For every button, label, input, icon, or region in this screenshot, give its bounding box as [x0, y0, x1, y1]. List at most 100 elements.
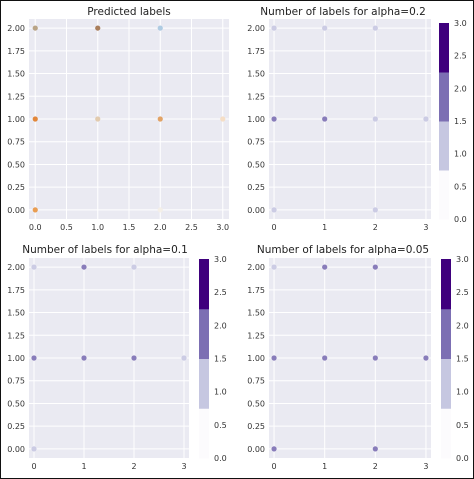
- y-tick-label: 1.00: [7, 115, 25, 124]
- data-point: [81, 264, 87, 270]
- data-point: [95, 25, 101, 31]
- data-point: [372, 207, 378, 213]
- x-tick-label: 0: [31, 462, 36, 471]
- y-tick-label: 1.50: [7, 309, 25, 318]
- data-point: [372, 355, 378, 361]
- x-tick-label: 3: [181, 462, 186, 471]
- colorbar-tick-label: 1.0: [454, 150, 467, 159]
- data-point: [322, 25, 328, 31]
- y-tick-label: 1.75: [7, 47, 25, 56]
- colorbar-segment: [199, 259, 209, 310]
- colorbar-tick-label: 2.0: [456, 321, 469, 330]
- x-tick-label: 1.0: [91, 223, 104, 232]
- y-tick-label: 0.75: [7, 377, 25, 386]
- x-tick-label: 0.0: [29, 223, 42, 232]
- colorbar-tick-label: 1.5: [456, 355, 469, 364]
- data-point: [372, 446, 378, 452]
- y-tick-label: 0.25: [247, 422, 265, 431]
- data-point: [372, 116, 378, 122]
- data-point: [271, 25, 277, 31]
- data-point: [181, 355, 187, 361]
- data-point: [322, 116, 328, 122]
- data-point: [423, 116, 429, 122]
- y-tick-label: 0.00: [7, 206, 25, 215]
- colorbar-segment: [439, 121, 449, 171]
- y-tick-label: 1.25: [7, 92, 25, 101]
- x-tick-label: 2: [373, 462, 378, 471]
- panel-2: Number of labels for alpha=0.2 0 1 2 3 0.00 0.…: [247, 6, 467, 232]
- y-tick-label: 0.75: [247, 138, 265, 147]
- data-point: [423, 355, 429, 361]
- y-tick-label: 2.00: [7, 263, 25, 272]
- x-tick-label: 3: [423, 462, 428, 471]
- x-tick-label: 2: [373, 223, 378, 232]
- chart-title: Predicted labels: [87, 6, 171, 18]
- y-tick-label: 0.50: [7, 160, 25, 169]
- y-tick-label: 1.00: [247, 354, 265, 363]
- y-tick-label: 0.25: [7, 183, 25, 192]
- data-point: [31, 446, 37, 452]
- x-tick-label: 1.5: [123, 223, 136, 232]
- colorbar-tick-label: 3.0: [454, 19, 467, 28]
- colorbar-tick-label: 0.5: [454, 182, 467, 191]
- data-point: [157, 207, 163, 213]
- data-point: [271, 207, 277, 213]
- data-point: [32, 25, 38, 31]
- y-tick-label: 0.75: [247, 377, 265, 386]
- data-point: [31, 264, 37, 270]
- x-tick-label: 3.0: [216, 223, 229, 232]
- colorbar-tick-label: 3.0: [456, 255, 469, 264]
- x-tick-label: 0.5: [60, 223, 73, 232]
- data-point: [131, 355, 137, 361]
- y-tick-label: 1.50: [247, 309, 265, 318]
- colorbar-tick-label: 0.5: [456, 421, 469, 430]
- colorbar-segment: [441, 259, 451, 310]
- data-point: [81, 355, 87, 361]
- y-tick-label: 1.25: [247, 92, 265, 101]
- colorbar-tick-label: 2.5: [454, 52, 467, 61]
- data-point: [372, 25, 378, 31]
- y-tick-label: 2.00: [247, 263, 265, 272]
- y-tick-label: 0.00: [247, 445, 265, 454]
- y-tick-label: 0.00: [7, 445, 25, 454]
- y-tick-label: 2.00: [247, 24, 265, 33]
- data-point: [271, 446, 277, 452]
- colorbar: 0.0 0.5 1.0 1.5 2.0 2.5 3.0: [439, 19, 467, 224]
- colorbar-segment: [439, 170, 449, 220]
- data-point: [220, 116, 226, 122]
- x-tick-label: 1: [81, 462, 86, 471]
- y-tick-label: 1.75: [247, 286, 265, 295]
- colorbar-tick-label: 2.0: [214, 321, 227, 330]
- x-tick-label: 1: [322, 223, 327, 232]
- colorbar-tick-label: 2.5: [456, 288, 469, 297]
- chart-title: Number of labels for alpha=0.05: [257, 244, 429, 256]
- colorbar-segment: [439, 23, 449, 73]
- data-point: [32, 116, 38, 122]
- y-tick-label: 1.50: [7, 70, 25, 79]
- colorbar-tick-label: 0.5: [214, 421, 227, 430]
- y-tick-label: 1.50: [247, 70, 265, 79]
- colorbar: 0.0 0.5 1.0 1.5 2.0 2.5 3.0: [441, 255, 469, 463]
- x-tick-label: 0: [272, 462, 277, 471]
- data-point: [372, 264, 378, 270]
- x-tick-label: 0: [272, 223, 277, 232]
- y-tick-label: 0.50: [7, 399, 25, 408]
- data-point: [31, 355, 37, 361]
- y-tick-label: 1.75: [7, 286, 25, 295]
- data-point: [157, 116, 163, 122]
- y-tick-label: 0.00: [247, 206, 265, 215]
- x-tick-label: 3: [423, 223, 428, 232]
- colorbar-tick-label: 2.5: [214, 288, 227, 297]
- panel-4: Number of labels for alpha=0.05 0 1 2 3 0.00 0…: [247, 244, 469, 471]
- colorbar-tick-label: 1.5: [454, 117, 467, 126]
- y-tick-label: 1.75: [247, 47, 265, 56]
- y-tick-label: 0.50: [247, 160, 265, 169]
- colorbar-segment: [441, 358, 451, 409]
- x-tick-label: 2.5: [185, 223, 198, 232]
- colorbar-tick-label: 0.0: [456, 454, 469, 463]
- colorbar-segment: [441, 408, 451, 459]
- colorbar-segment: [439, 72, 449, 122]
- y-tick-label: 1.00: [247, 115, 265, 124]
